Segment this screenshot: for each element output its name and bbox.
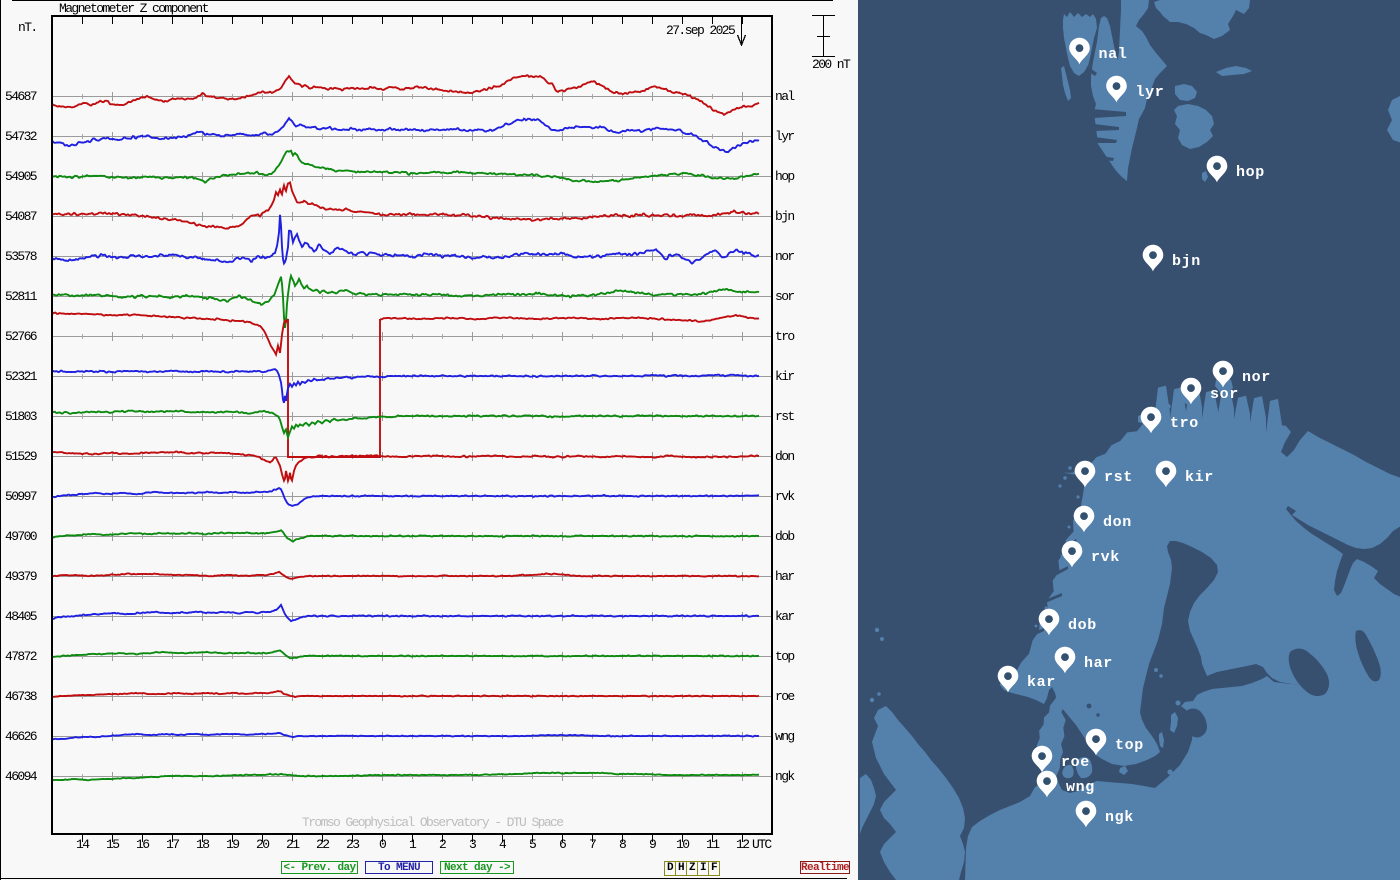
svg-text:46738: 46738 xyxy=(5,689,37,704)
svg-text:nal: nal xyxy=(1099,46,1128,63)
svg-text:don: don xyxy=(1103,514,1132,531)
svg-text:kir: kir xyxy=(775,369,794,384)
svg-text:3: 3 xyxy=(469,837,476,852)
svg-text:bjn: bjn xyxy=(1172,253,1201,270)
svg-text:7: 7 xyxy=(589,837,596,852)
svg-text:9: 9 xyxy=(649,837,656,852)
svg-text:200 nT: 200 nT xyxy=(812,57,851,72)
svg-text:2: 2 xyxy=(439,837,446,852)
svg-text:21: 21 xyxy=(286,837,300,852)
svg-text:kar: kar xyxy=(1027,674,1056,691)
svg-text:4: 4 xyxy=(499,837,507,852)
svg-text:har: har xyxy=(1084,655,1113,672)
svg-text:50997: 50997 xyxy=(5,489,37,504)
svg-text:53578: 53578 xyxy=(5,249,37,264)
svg-text:tro: tro xyxy=(775,329,794,344)
svg-text:Tromso Geophysical Observatory: Tromso Geophysical Observatory - DTU Spa… xyxy=(302,815,563,830)
svg-text:kir: kir xyxy=(1185,469,1214,486)
svg-text:54687: 54687 xyxy=(5,89,37,104)
svg-text:46626: 46626 xyxy=(5,729,37,744)
svg-text:wng: wng xyxy=(1066,779,1095,796)
svg-text:5: 5 xyxy=(529,837,536,852)
svg-text:rvk: rvk xyxy=(1091,549,1120,566)
svg-text:20: 20 xyxy=(256,837,269,852)
svg-text:49379: 49379 xyxy=(5,569,37,584)
svg-text:tro: tro xyxy=(1170,415,1199,432)
svg-text:54087: 54087 xyxy=(5,209,37,224)
svg-text:Magnetometer Z component: Magnetometer Z component xyxy=(59,1,209,16)
svg-text:ngk: ngk xyxy=(1105,809,1134,826)
svg-text:10: 10 xyxy=(676,837,689,852)
svg-text:bjn: bjn xyxy=(775,209,794,224)
svg-text:sor: sor xyxy=(1210,386,1239,403)
svg-text:48405: 48405 xyxy=(5,609,37,624)
svg-text:hop: hop xyxy=(1236,164,1265,181)
svg-text:1: 1 xyxy=(409,837,417,852)
svg-text:51803: 51803 xyxy=(5,409,37,424)
svg-text:54905: 54905 xyxy=(5,169,37,184)
svg-text:roe: roe xyxy=(1061,754,1090,771)
svg-text:don: don xyxy=(775,449,794,464)
svg-text:6: 6 xyxy=(559,837,566,852)
svg-text:sor: sor xyxy=(775,289,794,304)
svg-text:har: har xyxy=(775,569,794,584)
svg-text:18: 18 xyxy=(196,837,209,852)
svg-text:nT.: nT. xyxy=(18,20,37,35)
svg-text:hop: hop xyxy=(775,169,794,184)
svg-text:nal: nal xyxy=(775,89,795,104)
svg-text:51529: 51529 xyxy=(5,449,37,464)
svg-text:rst: rst xyxy=(1104,469,1133,486)
svg-text:17: 17 xyxy=(166,837,179,852)
svg-text:27.sep 2025: 27.sep 2025 xyxy=(666,23,735,38)
svg-text:15: 15 xyxy=(106,837,119,852)
svg-text:nor: nor xyxy=(775,249,794,264)
svg-text:52321: 52321 xyxy=(5,369,38,384)
svg-text:top: top xyxy=(1115,737,1144,754)
svg-text:46094: 46094 xyxy=(5,769,38,784)
svg-text:0: 0 xyxy=(379,837,386,852)
svg-text:52811: 52811 xyxy=(5,289,38,304)
svg-text:22: 22 xyxy=(316,837,329,852)
svg-text:12: 12 xyxy=(736,837,749,852)
svg-text:dob: dob xyxy=(775,529,794,544)
svg-text:52766: 52766 xyxy=(5,329,37,344)
svg-text:top: top xyxy=(775,649,794,664)
svg-text:rst: rst xyxy=(775,409,794,424)
svg-text:16: 16 xyxy=(136,837,149,852)
svg-text:nor: nor xyxy=(1242,369,1271,386)
svg-text:lyr: lyr xyxy=(1136,84,1165,101)
svg-text:rvk: rvk xyxy=(775,489,795,504)
svg-text:wng: wng xyxy=(775,729,794,744)
svg-text:roe: roe xyxy=(775,689,794,704)
svg-text:23: 23 xyxy=(346,837,359,852)
svg-text:lyr: lyr xyxy=(775,129,794,144)
svg-text:11: 11 xyxy=(706,837,720,852)
svg-text:dob: dob xyxy=(1068,617,1097,634)
svg-text:14: 14 xyxy=(76,837,90,852)
svg-text:ngk: ngk xyxy=(775,769,795,784)
svg-text:49700: 49700 xyxy=(5,529,37,544)
svg-text:47872: 47872 xyxy=(5,649,37,664)
svg-text:kar: kar xyxy=(775,609,794,624)
svg-text:19: 19 xyxy=(226,837,239,852)
svg-text:54732: 54732 xyxy=(5,129,37,144)
svg-text:UTC: UTC xyxy=(752,837,772,852)
svg-text:8: 8 xyxy=(619,837,626,852)
